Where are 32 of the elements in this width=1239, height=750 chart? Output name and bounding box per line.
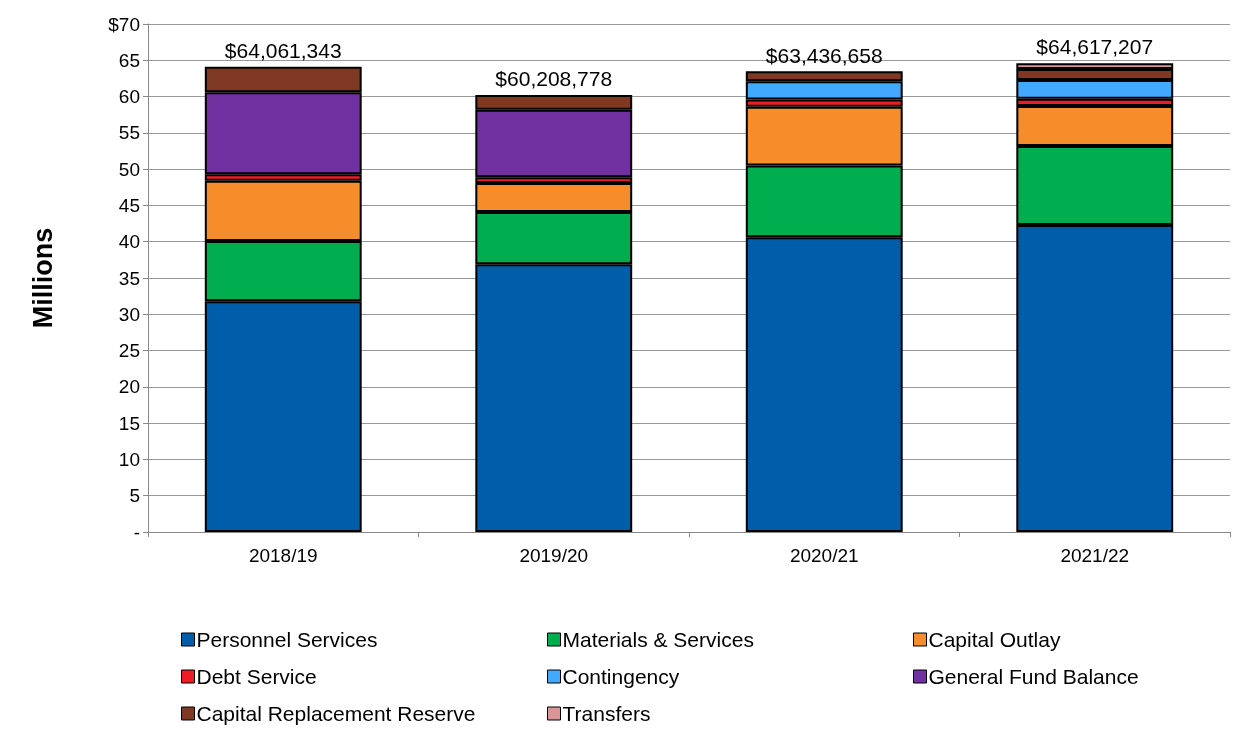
annotation: $63,436,658 (765, 43, 883, 67)
x-tick-label: 2019/20 (519, 545, 589, 566)
y-tick-label: 15 (118, 412, 140, 434)
x-tick-label: 2021/22 (1060, 545, 1130, 566)
y-tick-label: 5 (129, 485, 140, 507)
annotation: $64,617,207 (1036, 35, 1154, 59)
x-tick-label: 2018/19 (248, 545, 318, 566)
legend-label: Transfers (562, 702, 651, 725)
legend-label: Debt Service (196, 665, 317, 688)
y-tick-label: 30 (118, 303, 140, 325)
y-tick-label: $70 (108, 13, 140, 35)
legend-label: Capital Replacement Reserve (196, 702, 476, 725)
y-tick-label: 40 (118, 231, 140, 253)
x-tick-label: 2020/21 (789, 545, 859, 566)
y-tick-label: 50 (118, 158, 140, 180)
y-tick-label: 35 (118, 267, 140, 289)
annotation: $60,208,778 (495, 67, 613, 91)
y-tick-label: 65 (118, 49, 140, 71)
y-tick-label: 20 (118, 376, 140, 398)
annotation: $64,061,343 (224, 38, 342, 62)
legend-label: General Fund Balance (928, 665, 1139, 688)
y-axis-title: Millions (27, 227, 58, 329)
y-tick-label: 25 (118, 340, 140, 362)
legend-label: Capital Outlay (928, 628, 1061, 651)
y-tick-label: 45 (118, 194, 140, 216)
legend-label: Contingency (562, 665, 680, 688)
legend-label: Materials & Services (562, 628, 754, 651)
legend-label: Personnel Services (196, 628, 378, 651)
y-tick-label: 55 (118, 122, 140, 144)
y-tick-label: - (133, 521, 140, 543)
y-tick-label: 60 (118, 86, 140, 108)
y-tick-label: 10 (118, 448, 140, 470)
